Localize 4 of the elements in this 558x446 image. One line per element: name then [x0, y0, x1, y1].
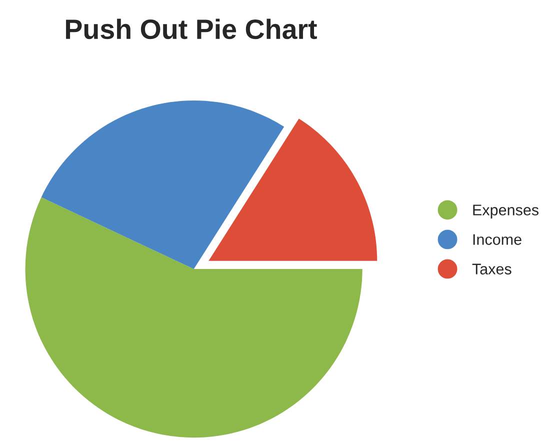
legend-label: Income	[473, 234, 522, 245]
legend-label: Taxes	[472, 264, 512, 274]
legend-label: Expenses	[473, 204, 539, 218]
chart-title: Push Out Pie Chart	[66, 18, 317, 40]
